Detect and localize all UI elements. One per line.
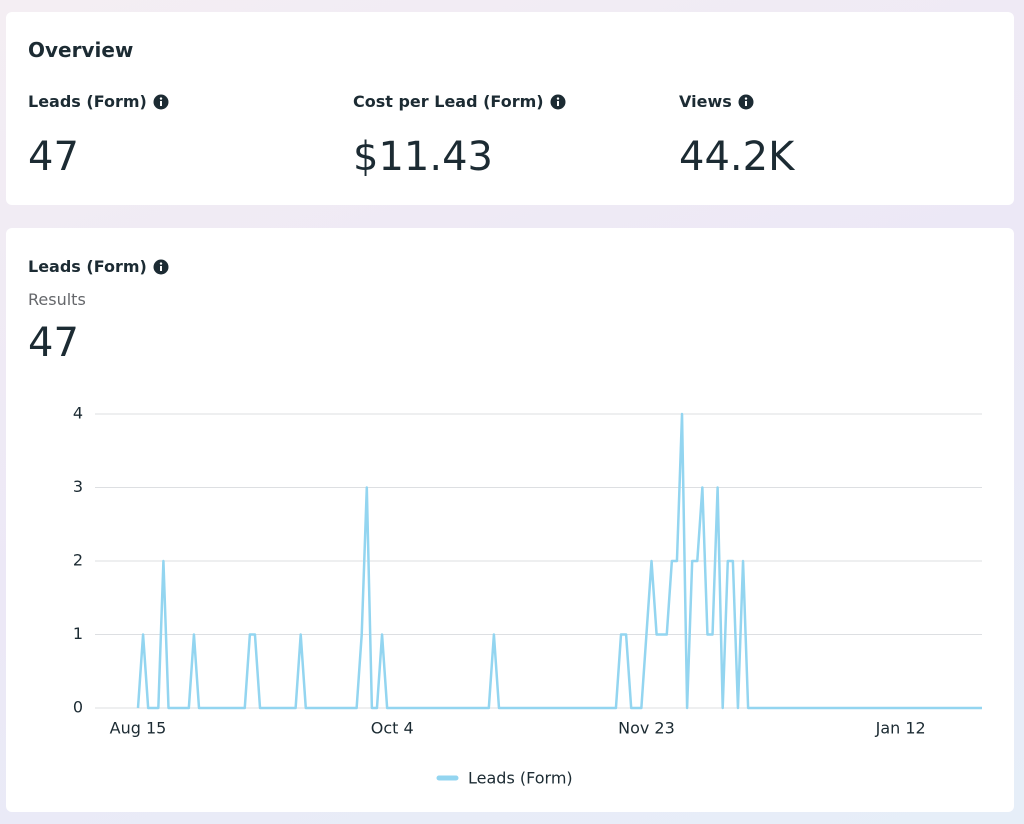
y-tick-label: 3: [73, 477, 83, 496]
y-tick-label: 4: [73, 404, 83, 423]
metric-label: Leads (Form): [28, 92, 147, 111]
legend-label: Leads (Form): [468, 769, 573, 788]
metric-value: 44.2K: [679, 134, 795, 180]
chart-title-row: Leads (Form): [28, 257, 169, 276]
overview-card: Overview Leads (Form) Cost per Lead (For…: [6, 12, 1014, 205]
x-tick-label: Jan 12: [875, 719, 926, 738]
info-icon[interactable]: [153, 94, 169, 110]
y-tick-label: 0: [73, 698, 83, 717]
chart-card: Leads (Form) Results 47: [6, 228, 1014, 812]
chart-total: 47: [28, 320, 79, 366]
metric-label: Views: [679, 92, 732, 111]
metric-label: Cost per Lead (Form): [353, 92, 544, 111]
data-line: [136, 412, 982, 710]
info-icon[interactable]: [153, 259, 169, 275]
y-tick-label: 1: [73, 624, 83, 643]
metric-value: $11.43: [353, 134, 493, 180]
x-tick-label: Nov 23: [618, 719, 675, 738]
chart-subtitle: Results: [28, 290, 86, 309]
metric-value: 47: [28, 134, 79, 180]
overview-title: Overview: [28, 38, 134, 62]
x-tick-label: Aug 15: [110, 719, 167, 738]
x-tick-label: Oct 4: [371, 719, 414, 738]
info-icon[interactable]: [550, 94, 566, 110]
metric-label-row: Cost per Lead (Form): [353, 92, 566, 111]
chart-title: Leads (Form): [28, 257, 147, 276]
metric-label-row: Leads (Form): [28, 92, 169, 111]
y-tick-label: 2: [73, 551, 83, 570]
metric-label-row: Views: [679, 92, 754, 111]
info-icon[interactable]: [738, 94, 754, 110]
